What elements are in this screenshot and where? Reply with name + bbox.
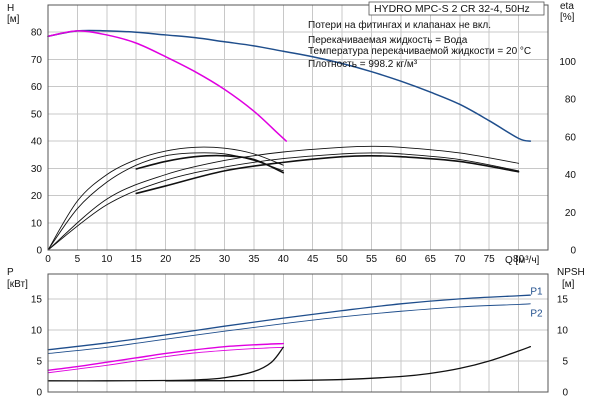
y-right-unit-top: [%]	[560, 12, 575, 23]
series-layer	[47, 29, 532, 382]
x-tick-label: 25	[189, 254, 201, 265]
bottom-series-power-single-3	[47, 346, 284, 374]
chart-title-box	[368, 1, 545, 16]
npsh-tick-label: 15	[557, 294, 569, 305]
y-left-tick-label: 10	[31, 218, 43, 229]
x-tick-label: 10	[101, 254, 113, 265]
y-left-tick-label: 70	[31, 55, 43, 66]
x-tick-label: 65	[425, 254, 437, 265]
bottom-series-npsh-4	[47, 346, 284, 382]
top-chart-frame	[47, 4, 549, 251]
y-right-label-bottom: NPSH	[557, 267, 585, 278]
y-right-tick-label: 100	[559, 57, 576, 68]
p-tick-label: 15	[31, 294, 43, 305]
x-tick-label: 70	[454, 254, 466, 265]
y-right-tick-label: 0	[570, 246, 576, 257]
y-right-unit-bottom: [м]	[562, 279, 575, 290]
bottom-chart-frame	[47, 273, 549, 393]
series-label-p1: P1	[530, 286, 543, 297]
y-left-tick-label: 60	[31, 82, 43, 93]
top-series-head-curve-0	[47, 29, 532, 142]
top-series-efficiency-7	[135, 154, 520, 195]
y-right-tick-label: 40	[565, 170, 577, 181]
x-tick-label: 55	[366, 254, 378, 265]
x-tick-label: 50	[337, 254, 349, 265]
x-tick-label: 75	[484, 254, 496, 265]
top-series-efficiency-5	[47, 145, 520, 251]
y-left-tick-label: 80	[31, 28, 43, 39]
x-axis-label: Q [м³/ч]	[505, 255, 540, 266]
bottom-series-npsh-5	[165, 346, 531, 382]
top-series-efficiency-4	[135, 154, 285, 174]
p-tick-label: 0	[36, 388, 42, 399]
y-right-tick-label: 80	[565, 95, 577, 106]
y-left-tick-label: 0	[36, 246, 42, 257]
top-series-efficiency-2	[47, 146, 284, 251]
note-temperature: Температура перекачиваемой жидкости = 20…	[308, 46, 531, 57]
y-left-unit-bottom: [кВт]	[7, 279, 28, 290]
x-tick-label: 60	[395, 254, 407, 265]
top-series-head-curve-single-1	[47, 30, 287, 142]
series-label-p2: P2	[530, 309, 543, 320]
note-density: Плотность = 998.2 кг/м³	[308, 59, 418, 70]
x-tick-label: 45	[307, 254, 319, 265]
x-tick-label: 40	[278, 254, 290, 265]
x-tick-label: 5	[75, 254, 81, 265]
note-fittings: Потери на фитингах и клапанах не вкл.	[308, 19, 491, 31]
y-left-unit-top: [м]	[7, 14, 20, 25]
y-left-tick-label: 40	[31, 137, 43, 148]
bottom-series-power-single-2	[47, 342, 284, 371]
bottom-series-power-1	[47, 303, 531, 354]
top-series-efficiency-6	[47, 152, 520, 251]
npsh-tick-label: 5	[562, 356, 568, 367]
x-tick-label: 30	[219, 254, 231, 265]
bottom-series-power-0	[47, 294, 531, 351]
y-right-tick-label: 20	[565, 208, 577, 219]
top-chart-grid: 0 5 10 15 20 25 30 35 40 45 50 55 60 65 70 75 80 0 10 20 30 4…	[31, 5, 577, 265]
y-left-label-top: H	[7, 3, 14, 14]
y-right-label-top: eta	[560, 1, 574, 12]
x-tick-label: 0	[45, 254, 51, 265]
npsh-tick-label: 10	[557, 325, 569, 336]
chart-title: HYDRO MPC-S 2 CR 32-4, 50Hz	[374, 3, 530, 15]
note-liquid: Перекачиваемая жидкость = Вода	[308, 35, 468, 46]
y-left-tick-label: 30	[31, 164, 43, 175]
x-tick-label: 20	[160, 254, 172, 265]
p-tick-label: 5	[36, 356, 42, 367]
y-right-tick-label: 60	[565, 132, 577, 143]
x-tick-label: 15	[131, 254, 143, 265]
npsh-tick-label: 0	[562, 388, 568, 399]
y-left-label-bottom: P	[7, 267, 14, 278]
y-left-tick-label: 50	[31, 109, 43, 120]
bottom-chart-grid: 0 5 10 15 0 5 10 15	[31, 274, 569, 399]
x-tick-label: 80	[513, 254, 525, 265]
x-tick-label: 35	[248, 254, 260, 265]
y-left-tick-label: 20	[31, 191, 43, 202]
p-tick-label: 10	[31, 325, 43, 336]
